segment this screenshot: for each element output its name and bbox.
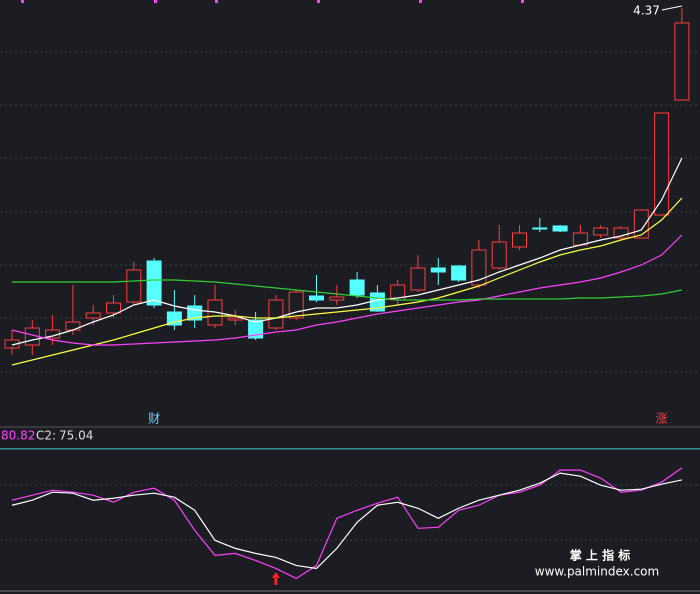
watermark-url: www.palmindex.com: [535, 565, 659, 579]
candle-body: [593, 227, 609, 236]
candle-body: [552, 225, 568, 232]
candle-body: [288, 291, 304, 319]
candle-body: [309, 295, 324, 301]
line-series: [11, 197, 683, 366]
legend-value: 75.04: [59, 429, 93, 443]
candle-body: [4, 339, 20, 349]
candle-body: [410, 267, 426, 291]
watermark-title: 掌 上 指 标: [570, 548, 631, 563]
line-series: [11, 157, 683, 346]
candle-body: [106, 302, 121, 314]
max-pointer: [661, 5, 682, 11]
candle-body: [532, 227, 548, 230]
candle-body: [471, 249, 487, 286]
candle-body: [227, 317, 243, 321]
candle-body: [654, 112, 670, 216]
annotation: 涨: [656, 411, 668, 426]
legend-name: C2:: [36, 429, 56, 443]
candle-body: [674, 22, 690, 101]
candle-body: [329, 296, 345, 301]
max-label: 4.37: [633, 4, 660, 18]
candle-body: [248, 319, 264, 339]
annotation: 财: [148, 412, 160, 426]
candle-body: [146, 260, 162, 306]
line-series: [11, 472, 683, 570]
legend-value: 80.82: [1, 429, 35, 443]
candle-body: [126, 269, 142, 303]
signal-arrow: [271, 572, 280, 585]
line-series: [12, 279, 683, 301]
candle-body: [268, 299, 284, 329]
candle-body: [491, 241, 507, 269]
top-dots: [21, 0, 524, 3]
candle-body: [430, 267, 446, 273]
candle-body: [613, 227, 629, 239]
candle-body: [633, 209, 649, 239]
grid: [0, 51, 700, 541]
candle-body: [85, 312, 101, 319]
candle-body: [65, 321, 81, 331]
candle-body: [349, 279, 365, 296]
candle-body: [512, 232, 527, 248]
candle-body: [451, 265, 467, 281]
line-series: [11, 234, 683, 346]
